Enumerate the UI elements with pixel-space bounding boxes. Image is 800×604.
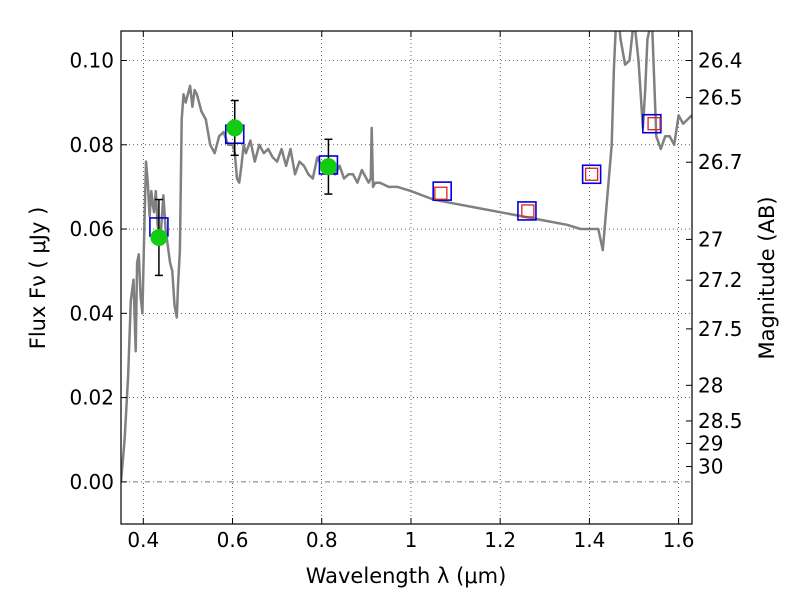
observed-box-marker (647, 117, 661, 131)
x-tick-label: 0.6 (217, 528, 249, 552)
y-tick-label: 0.04 (69, 301, 114, 325)
y2-tick-label: 27.2 (698, 268, 743, 292)
y2-axis-label: Magnitude (AB) (755, 196, 779, 359)
detection-point (150, 228, 168, 246)
y-tick-label: 0.06 (69, 217, 114, 241)
model-box-marker (642, 113, 662, 134)
observed-box-marker (584, 167, 599, 181)
y-tick-label: 0.10 (69, 48, 114, 72)
detection-point (319, 158, 337, 176)
detection-point (226, 119, 244, 137)
ticks-layer: 0.4 0.6 0.8 1 1.2 1.4 1.6 0.00 0.02 0.04 0.06 0.08 0… (69, 31, 743, 552)
plot-area (121, 31, 692, 483)
y-tick-label: 0.08 (69, 133, 114, 157)
x-tick-label: 0.4 (127, 528, 159, 552)
x-tick-label: 0.8 (306, 528, 338, 552)
plot-frame (120, 30, 693, 525)
x-tick-label: 1.6 (663, 528, 695, 552)
y2-tick-label: 27.5 (698, 317, 743, 341)
y2-tick-label: 29 (698, 431, 723, 455)
y2-tick-label: 27 (698, 227, 723, 251)
y-axis-label: Flux Fν ( μJy ) (26, 207, 50, 350)
y2-tick-label: 26.4 (698, 48, 743, 72)
model-box-marker (517, 201, 537, 221)
y-tick-label: 0.02 (69, 386, 114, 410)
sed-model-line (121, 31, 692, 483)
x-axis-label: Wavelength λ (μm) (306, 564, 507, 588)
grid-layer (121, 31, 692, 524)
observed-box-marker (434, 186, 448, 200)
y2-tick-label: 30 (698, 455, 723, 479)
x-tick-label: 1.4 (573, 528, 605, 552)
x-tick-label: 1 (405, 528, 418, 552)
y-tick-label: 0.00 (69, 470, 114, 494)
model-box-marker (432, 181, 452, 201)
y2-tick-label: 28 (698, 373, 723, 397)
y2-tick-label: 26.5 (698, 86, 743, 110)
observed-box-marker (521, 204, 535, 218)
x-tick-label: 1.2 (484, 528, 516, 552)
y2-tick-label: 28.5 (698, 409, 743, 433)
y2-tick-label: 26.7 (698, 150, 743, 174)
model-box-marker (581, 164, 602, 185)
